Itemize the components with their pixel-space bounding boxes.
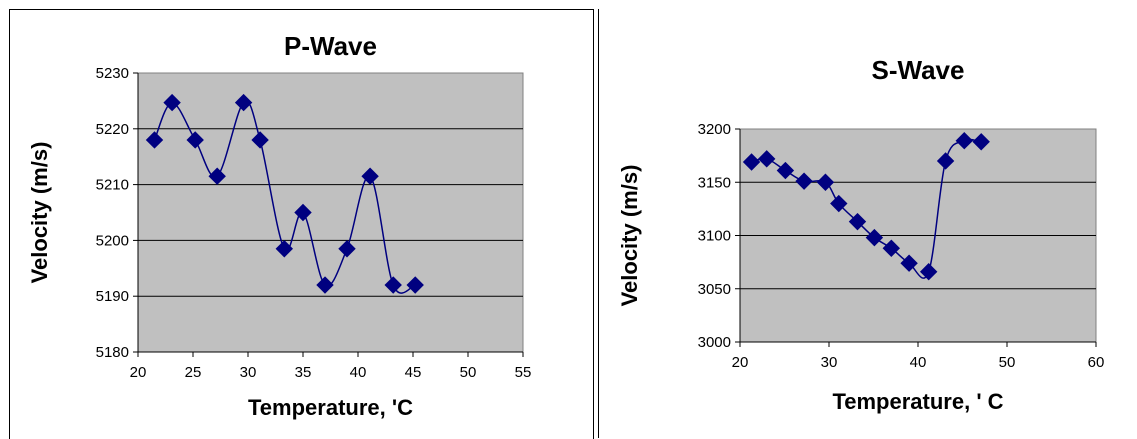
s-wave-data-point	[816, 173, 835, 191]
p-wave-y-tick-label: 5230	[96, 65, 129, 82]
s-wave-data-point	[742, 153, 761, 171]
s-wave-chart: 3000 3050 3100 3150 3200 20 30 40 50 60 S-Wave Temp…	[617, 55, 1105, 414]
p-wave-y-axis-label: Velocity (m/s)	[27, 142, 52, 284]
s-wave-x-axis-label: Temperature, ' C	[832, 389, 1003, 414]
p-wave-x-tick-label: 55	[515, 364, 532, 381]
s-wave-data-point	[757, 150, 776, 168]
s-wave-y-tick-label: 3000	[698, 334, 731, 351]
p-wave-x-tick-label: 30	[240, 364, 257, 381]
p-wave-chart-title: P-Wave	[284, 31, 377, 61]
p-wave-data-point	[361, 167, 379, 185]
s-wave-data-point	[795, 172, 813, 190]
s-wave-data-point	[865, 228, 884, 247]
p-wave-x-tick-label: 40	[350, 364, 367, 381]
p-wave-data-point	[338, 240, 356, 258]
p-wave-y-tick-label: 5200	[96, 232, 129, 249]
p-wave-x-tick-label: 45	[405, 364, 422, 381]
s-wave-chart-title: S-Wave	[872, 55, 965, 85]
s-wave-y-axis-label: Velocity (m/s)	[617, 165, 642, 307]
p-wave-y-tick-label: 5180	[96, 344, 129, 361]
p-wave-y-tick-label: 5210	[96, 177, 129, 194]
s-wave-data-point	[936, 152, 955, 170]
s-wave-data-point	[900, 254, 918, 272]
s-wave-x-tick-label: 30	[821, 354, 838, 371]
p-wave-chart: 5180 5190 5200 5210 5220 5230 20 25 30 35 40 45 50 55…	[27, 31, 532, 420]
s-wave-data-point	[830, 194, 848, 213]
p-wave-data-point	[316, 276, 334, 294]
p-wave-data-point	[186, 131, 204, 149]
p-wave-plot-area	[137, 72, 524, 353]
p-wave-x-axis-label: Temperature, 'C	[248, 395, 413, 420]
p-wave-x-tick-label: 35	[295, 364, 312, 381]
p-wave-y-tick-label: 5220	[96, 121, 129, 138]
p-wave-data-point	[234, 93, 253, 112]
p-wave-data-point	[163, 93, 181, 112]
s-wave-data-point	[972, 133, 990, 151]
s-wave-data-point	[919, 263, 938, 281]
p-wave-data-point	[251, 131, 269, 149]
p-wave-x-tick-label: 25	[185, 364, 202, 381]
p-wave-x-tick-label: 50	[460, 364, 477, 381]
s-wave-y-tick-label: 3050	[698, 281, 731, 298]
s-wave-x-tick-label: 50	[999, 354, 1016, 371]
s-wave-data-point	[848, 212, 867, 231]
p-wave-data-point	[275, 240, 294, 258]
p-wave-data-point	[145, 131, 164, 149]
s-wave-x-tick-label: 20	[732, 354, 749, 371]
s-wave-chart-panel: 3000 3050 3100 3150 3200 20 30 40 50 60 S-Wave Temp…	[598, 9, 1137, 438]
s-wave-x-tick-label: 40	[910, 354, 927, 371]
s-wave-x-tick-label: 60	[1088, 354, 1105, 371]
s-wave-y-tick-label: 3150	[698, 174, 731, 191]
p-wave-x-tick-label: 20	[130, 364, 147, 381]
s-wave-y-tick-label: 3100	[698, 228, 731, 245]
s-wave-y-tick-label: 3200	[698, 121, 731, 138]
p-wave-data-point	[384, 276, 402, 294]
p-wave-data-point	[406, 276, 424, 294]
s-wave-data-point	[955, 132, 973, 150]
p-wave-data-point	[294, 203, 312, 222]
s-wave-data-point	[776, 161, 795, 180]
s-wave-data-point	[882, 239, 901, 257]
p-wave-y-tick-label: 5190	[96, 288, 129, 305]
p-wave-chart-panel: 5180 5190 5200 5210 5220 5230 20 25 30 35 40 45 50 55…	[9, 9, 594, 439]
p-wave-data-point	[208, 167, 226, 185]
